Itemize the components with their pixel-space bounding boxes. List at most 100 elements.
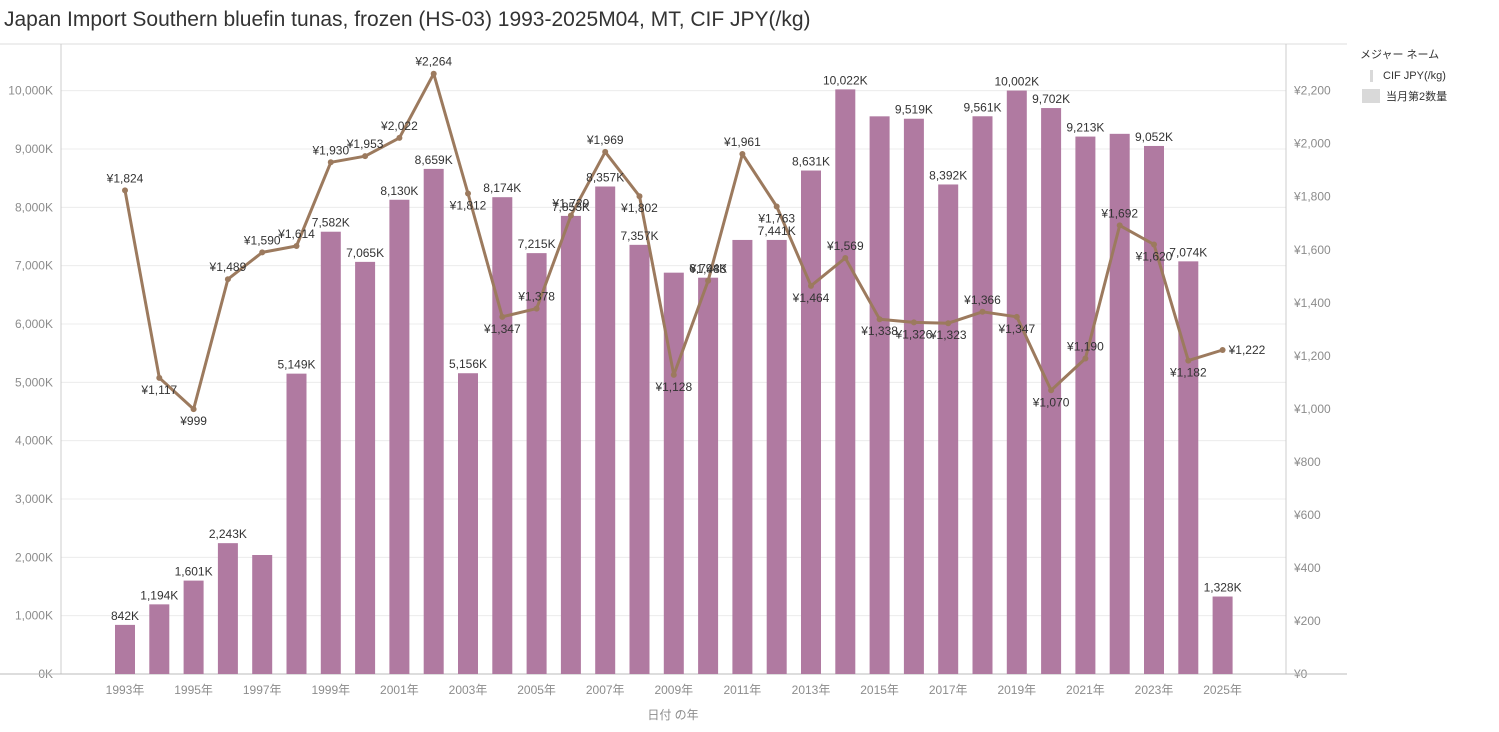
x-tick-label: 2023年 (1135, 683, 1174, 697)
line-value-label: ¥1,483 (689, 262, 727, 276)
line-point (1048, 387, 1055, 394)
x-tick-label: 1999年 (311, 683, 350, 697)
line-point (465, 190, 471, 197)
line-value-label: ¥1,930 (311, 143, 349, 157)
bar (355, 261, 376, 674)
bar (903, 118, 924, 675)
bar-value-label: 6,794K (689, 262, 727, 276)
line-point (327, 159, 334, 166)
line-point (190, 406, 197, 413)
bar-value-label: 8,631K (792, 155, 830, 169)
bar-value-label: 8,659K (415, 153, 453, 167)
bar (972, 116, 993, 674)
bar (595, 186, 616, 674)
y-right-tick-label: ¥2,000 (1293, 137, 1331, 151)
line-value-label: ¥1,969 (586, 133, 624, 147)
line-point (1219, 346, 1226, 353)
y-right-tick-label: ¥200 (1293, 614, 1321, 628)
y-left-tick-label: 1,000K (15, 609, 53, 623)
bar-value-label: 8,130K (380, 184, 418, 198)
line-point (293, 243, 300, 250)
line-value-label: ¥1,070 (1032, 395, 1070, 409)
y-right-tick-label: ¥2,200 (1293, 84, 1331, 98)
y-right-tick-label: ¥1,000 (1293, 402, 1331, 416)
y-left-tick-label: 5,000K (15, 375, 53, 389)
x-tick-label: 2021年 (1066, 683, 1105, 697)
line-value-label: ¥1,620 (1135, 249, 1173, 263)
legend-item-line[interactable]: CIF JPY(/kg) (1360, 66, 1447, 86)
y-left-tick-label: 8,000K (15, 200, 53, 214)
bar (423, 168, 444, 674)
legend-label-bar: 当月第2数量 (1386, 91, 1448, 103)
line-point (567, 212, 574, 219)
bar (560, 215, 581, 675)
line-value-label: ¥1,953 (346, 137, 384, 151)
bar (1212, 596, 1233, 674)
legend: メジャー ネーム CIF JPY(/kg) 当月第2数量 (1360, 46, 1447, 106)
bar-value-label: 7,074K (1169, 245, 1207, 259)
bar (217, 543, 238, 674)
bar (526, 253, 547, 674)
bar-swatch-icon (1362, 89, 1380, 103)
bar-value-label: 842K (111, 609, 139, 623)
line-value-label: ¥1,729 (552, 197, 590, 211)
x-tick-label: 2003年 (449, 683, 488, 697)
x-tick-label: 2005年 (517, 683, 556, 697)
bar-value-label: 8,357K (586, 171, 624, 185)
y-left-tick-label: 2,000K (15, 550, 53, 564)
x-tick-label: 2015年 (860, 683, 899, 697)
legend-title: メジャー ネーム (1360, 49, 1440, 61)
line-swatch-icon (1370, 70, 1373, 82)
y-right-tick-label: ¥800 (1293, 455, 1321, 469)
bar (458, 373, 478, 674)
y-left-tick-label: 4,000K (15, 434, 53, 448)
bar (252, 555, 273, 674)
bar (801, 170, 821, 674)
line-value-label: ¥1,366 (963, 293, 1001, 307)
line-point (396, 134, 403, 141)
line-value-label: ¥1,464 (792, 291, 830, 305)
bar-value-label: 1,601K (175, 565, 213, 579)
bar-value-label: 9,052K (1135, 130, 1173, 144)
line-value-label: ¥999 (179, 414, 207, 428)
legend-item-bar[interactable]: 当月第2数量 (1360, 86, 1447, 106)
legend-label-line: CIF JPY(/kg) (1383, 70, 1446, 82)
line-value-label: ¥1,347 (997, 322, 1035, 336)
line-value-label: ¥2,264 (414, 55, 452, 69)
line-point (224, 276, 231, 283)
bar-value-label: 7,853K (552, 200, 590, 214)
x-tick-label: 2017年 (929, 683, 968, 697)
bar (629, 244, 650, 674)
line-point (670, 371, 677, 378)
bar (492, 197, 513, 674)
line-value-label: ¥1,489 (209, 260, 247, 274)
line-value-label: ¥1,338 (860, 324, 898, 338)
bar (766, 239, 787, 675)
line-point (910, 319, 917, 326)
bar-value-label: 5,149K (277, 358, 315, 372)
line-value-label: ¥1,326 (895, 327, 933, 341)
line-value-label: ¥1,128 (654, 380, 692, 394)
bar (320, 231, 341, 674)
chart-title: Japan Import Southern bluefin tunas, fro… (4, 8, 811, 31)
y-right-tick-label: ¥1,800 (1293, 190, 1331, 204)
x-tick-label: 2011年 (723, 683, 761, 697)
line-value-label: ¥1,378 (517, 290, 555, 304)
x-tick-label: 1993年 (106, 683, 145, 697)
bar (149, 604, 170, 674)
line-point (876, 316, 883, 323)
line-point (533, 305, 540, 312)
line-value-label: ¥1,763 (757, 212, 795, 226)
y-right-tick-label: ¥400 (1293, 561, 1321, 575)
line-point (979, 308, 986, 315)
bar-value-label: 9,213K (1066, 121, 1104, 135)
line-point (842, 254, 849, 261)
bar (1178, 261, 1199, 674)
bar-value-label: 7,357K (620, 229, 658, 243)
bar-value-label: 10,002K (994, 75, 1039, 89)
bar (698, 277, 719, 674)
bar-value-label: 1,328K (1204, 581, 1242, 595)
line-value-label: ¥1,182 (1169, 366, 1207, 380)
line-point (602, 148, 609, 155)
bar-value-label: 8,392K (929, 168, 967, 182)
